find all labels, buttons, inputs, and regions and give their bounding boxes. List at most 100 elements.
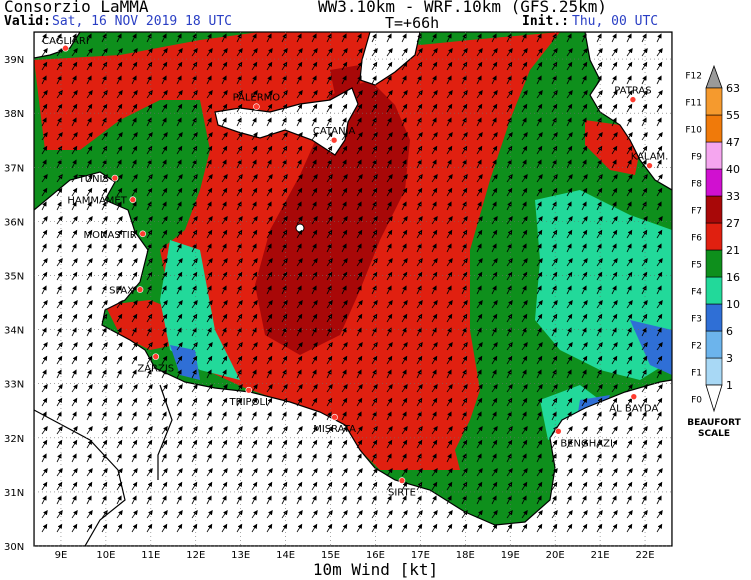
wind-arrow: [86, 216, 93, 225]
wind-arrow: [236, 48, 243, 57]
wind-arrow: [611, 48, 618, 57]
wind-arrow: [116, 187, 123, 197]
wind-arrow: [371, 117, 377, 127]
wind-arrow: [581, 33, 587, 43]
wind-arrow: [491, 75, 497, 85]
wind-arrow: [146, 90, 153, 99]
wind-arrow: [251, 271, 258, 281]
wind-arrow: [446, 159, 452, 169]
wind-arrow: [131, 117, 137, 127]
wind-arrow: [521, 145, 528, 155]
wind-arrow: [236, 132, 243, 141]
wind-arrow: [176, 258, 183, 267]
wind-arrow: [221, 300, 228, 309]
wind-arrow: [581, 271, 588, 281]
wind-arrow: [161, 201, 167, 211]
wind-arrow: [41, 187, 48, 197]
wind-arrow: [521, 271, 528, 281]
wind-arrow: [491, 33, 497, 43]
wind-arrow: [131, 285, 137, 295]
wind-arrow: [311, 33, 317, 43]
wind-arrow: [311, 187, 318, 197]
wind-arrow: [611, 285, 617, 295]
wind-arrow: [341, 258, 348, 267]
wind-arrow: [71, 75, 77, 85]
wind-arrow: [86, 132, 93, 141]
wind-arrow: [56, 117, 62, 127]
wind-arrow: [536, 117, 542, 127]
wind-arrow: [446, 243, 452, 253]
wind-arrow: [596, 61, 603, 71]
wind-arrow: [221, 216, 228, 225]
wind-arrow: [41, 258, 48, 267]
wind-arrow: [101, 33, 107, 43]
wind-arrow: [311, 271, 318, 281]
legend-color-segment: [705, 195, 723, 224]
wind-arrow: [41, 300, 48, 309]
wind-arrow: [86, 201, 92, 211]
wind-arrow: [326, 258, 333, 267]
wind-arrow: [221, 201, 227, 211]
wind-arrow: [551, 285, 557, 295]
wind-arrow: [176, 174, 183, 183]
wind-arrow: [161, 271, 168, 281]
wind-arrow: [41, 61, 48, 71]
wind-arrow: [386, 229, 393, 239]
wind-arrow: [491, 132, 498, 141]
wind-arrow: [161, 48, 168, 57]
city-label: SFAX: [109, 286, 134, 297]
wind-arrow: [491, 48, 498, 57]
wind-arrow: [536, 48, 543, 57]
wind-arrow: [281, 258, 288, 267]
wind-arrow: [476, 75, 482, 85]
wind-arrow: [656, 75, 662, 85]
wind-arrow: [101, 61, 108, 71]
wind-arrow: [371, 33, 377, 43]
wind-arrow: [446, 103, 453, 113]
wind-arrow: [191, 33, 197, 43]
wind-arrow: [251, 61, 258, 71]
wind-arrow: [641, 258, 648, 267]
legend-threshold-label: 33: [726, 190, 740, 203]
wind-arrow: [41, 229, 48, 239]
wind-arrow: [206, 187, 213, 197]
wind-arrow: [386, 61, 393, 71]
wind-arrow: [656, 216, 663, 225]
wind-arrow: [566, 75, 572, 85]
wind-arrow: [116, 145, 123, 155]
wind-arrow: [296, 132, 303, 141]
wind-arrow: [641, 229, 648, 239]
wind-arrow: [416, 229, 423, 239]
lat-tick-label: 36N: [4, 217, 24, 228]
wind-arrow: [611, 300, 618, 309]
wind-arrow: [416, 285, 422, 295]
wind-arrow: [71, 132, 78, 141]
wind-arrow: [446, 48, 453, 57]
wind-arrow: [341, 285, 347, 295]
wind-arrow: [266, 300, 273, 309]
wind-arrow: [446, 285, 452, 295]
wind-arrow: [566, 258, 573, 267]
wind-arrow: [656, 48, 663, 57]
wind-arrow: [386, 187, 393, 197]
wind-arrow: [101, 285, 107, 295]
wind-arrow: [161, 33, 167, 43]
wind-arrow: [206, 300, 213, 309]
wind-arrow: [176, 48, 183, 57]
wind-arrow: [536, 300, 543, 309]
zone-force7-tyrrhenian: [330, 65, 360, 95]
wind-arrow: [221, 90, 228, 99]
valid-datetime: Sat, 16 NOV 2019 18 UTC: [52, 14, 233, 29]
wind-arrow: [521, 201, 527, 211]
wind-arrow: [506, 216, 513, 225]
wind-arrow: [596, 216, 603, 225]
wind-arrow: [341, 229, 348, 239]
wind-arrow: [206, 117, 212, 127]
wind-arrow: [371, 300, 378, 309]
wind-arrow: [56, 159, 62, 169]
wind-arrow: [71, 159, 77, 169]
wind-arrow: [161, 145, 168, 155]
wind-arrow: [86, 90, 93, 99]
wind-arrow: [521, 285, 527, 295]
wind-arrow: [626, 285, 632, 295]
